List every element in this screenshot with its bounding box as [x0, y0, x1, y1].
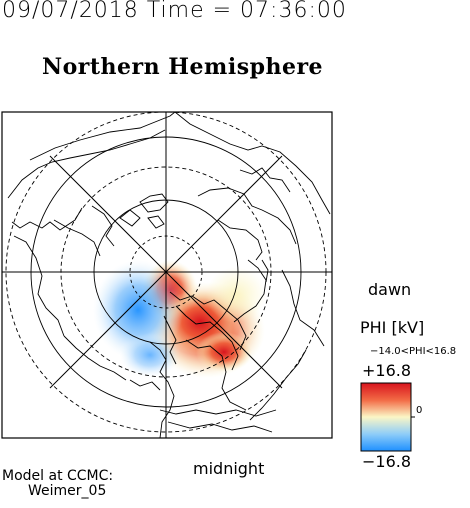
- map-frame: [1, 111, 333, 439]
- legend-zero-label: 0: [416, 405, 423, 416]
- midnight-label: midnight: [193, 459, 265, 478]
- header-datetime: 09/07/2018 Time = 07:36:00: [2, 0, 347, 23]
- coastlines: [7, 112, 331, 438]
- dawn-label: dawn: [368, 280, 412, 299]
- legend-range: −14.0<PHI<16.8: [370, 346, 457, 357]
- potential-dawn-lobe: [206, 267, 266, 323]
- legend-max-label: +16.8: [362, 361, 412, 380]
- model-name: Weimer_05: [28, 483, 107, 499]
- potential-positive-tail: [196, 332, 252, 372]
- polar-potential-map: [1, 111, 333, 439]
- model-label: Model at CCMC:: [2, 468, 114, 484]
- legend-min-label: −16.8: [362, 452, 412, 471]
- colorbar: [360, 382, 415, 452]
- legend-title: PHI [kV]: [360, 318, 425, 337]
- plot-title: Northern Hemisphere: [42, 54, 324, 80]
- longitude-grid: [2, 112, 332, 438]
